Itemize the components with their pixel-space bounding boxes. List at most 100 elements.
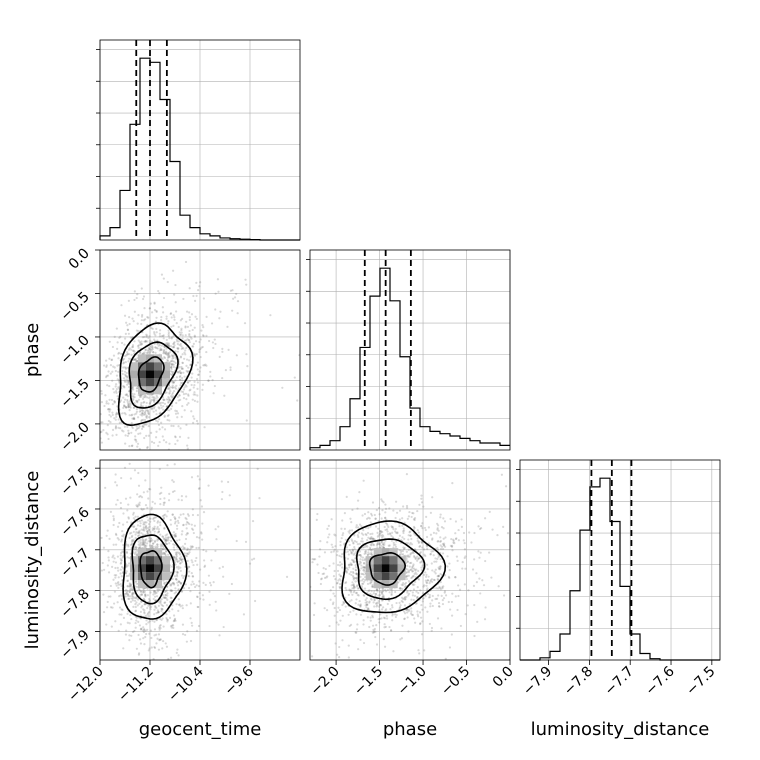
sample-point [124, 589, 127, 593]
sample-point [163, 707, 165, 709]
sample-point [148, 347, 151, 351]
sample-point [419, 561, 422, 564]
sample-point [350, 550, 353, 553]
sample-point [114, 576, 117, 579]
sample-point [131, 387, 134, 390]
sample-point [372, 601, 375, 604]
sample-point [367, 608, 370, 611]
sample-point [142, 540, 145, 543]
sample-point [342, 602, 345, 605]
sample-point [124, 434, 127, 437]
sample-point [119, 335, 122, 338]
sample-point [109, 510, 113, 513]
sample-point [352, 553, 355, 556]
sample-point [177, 498, 180, 501]
sample-point [196, 513, 199, 517]
sample-point [340, 537, 343, 540]
sample-point [355, 572, 359, 575]
sample-point [377, 599, 380, 603]
sample-point [145, 414, 149, 418]
sample-point [176, 370, 179, 374]
sample-point [170, 366, 173, 369]
sample-point [176, 648, 179, 651]
sample-point [157, 633, 161, 636]
sample-point [382, 594, 385, 597]
density-cell [373, 548, 382, 557]
sample-point [182, 547, 185, 550]
sample-point [188, 380, 191, 383]
sample-point [159, 543, 162, 546]
sample-point [134, 603, 137, 606]
sample-point [149, 345, 152, 348]
sample-point [362, 573, 365, 576]
sample-point [134, 626, 137, 629]
sample-point [420, 541, 423, 544]
sample-point [196, 595, 199, 598]
sample-point [172, 555, 176, 559]
sample-point [139, 409, 142, 412]
sample-point [152, 407, 156, 410]
sample-point [399, 638, 402, 641]
sample-point [401, 584, 405, 587]
sample-point [156, 546, 159, 549]
sample-point [116, 537, 119, 540]
sample-point [231, 289, 234, 292]
sample-point [217, 525, 220, 528]
sample-point [135, 531, 138, 534]
sample-point [348, 543, 351, 547]
sample-point [161, 608, 164, 611]
sample-point [108, 340, 111, 343]
sample-point [157, 406, 160, 409]
sample-point [432, 578, 436, 581]
sample-point [164, 538, 168, 542]
sample-point [303, 577, 305, 579]
sample-point [132, 320, 135, 323]
sample-point [144, 503, 148, 507]
sample-point [173, 316, 176, 319]
sample-point [153, 539, 157, 542]
sample-point [385, 522, 388, 525]
density-cell [146, 362, 154, 371]
sample-point [378, 513, 381, 516]
sample-point [381, 595, 384, 599]
sample-point [357, 554, 360, 557]
sample-point [142, 629, 145, 632]
sample-point [141, 409, 144, 412]
sample-point [146, 532, 149, 535]
sample-point [201, 323, 204, 327]
sample-point [135, 399, 138, 402]
sample-point [481, 579, 484, 582]
sample-point [159, 599, 162, 602]
sample-point [338, 645, 341, 649]
sample-point [404, 612, 407, 615]
sample-point [171, 490, 175, 493]
sample-point [120, 559, 123, 562]
sample-point [107, 227, 109, 229]
sample-point [118, 521, 121, 525]
sample-point [165, 581, 168, 584]
density-cell [146, 564, 154, 573]
sample-point [434, 597, 437, 601]
sample-point [186, 532, 189, 535]
sample-point [354, 586, 357, 589]
sample-point [350, 584, 353, 587]
sample-point [209, 584, 213, 587]
sample-point [173, 677, 175, 679]
sample-point [149, 517, 152, 520]
sample-point [114, 566, 117, 570]
sample-point [399, 551, 402, 554]
sample-point [170, 589, 173, 593]
sample-point [182, 513, 185, 516]
sample-point [410, 576, 413, 580]
xtick-label-luminosity_distance-3: −7.6 [642, 663, 677, 698]
sample-point [150, 340, 153, 343]
sample-point [164, 594, 167, 597]
sample-point [142, 319, 145, 322]
sample-point [386, 524, 389, 527]
sample-point [155, 527, 159, 530]
sample-point [313, 602, 316, 605]
sample-point [454, 595, 457, 598]
sample-point [140, 340, 143, 343]
sample-point [369, 548, 372, 551]
sample-point [350, 591, 353, 594]
